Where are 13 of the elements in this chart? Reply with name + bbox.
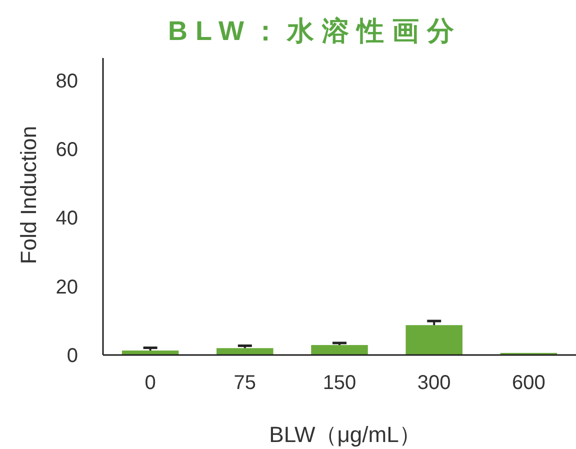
- y-axis-title: Fold Induction: [16, 126, 41, 264]
- x-tick-label: 600: [512, 372, 546, 394]
- y-tick-label: 80: [56, 70, 78, 92]
- x-tick-label: 75: [234, 372, 256, 394]
- x-tick-label: 300: [417, 372, 451, 394]
- y-tick-label: 0: [66, 345, 78, 367]
- y-tick-label: 60: [56, 138, 78, 161]
- title: BLW：水溶性画分: [168, 16, 462, 46]
- y-tick-label: 40: [56, 208, 78, 230]
- x-tick-label: 0: [144, 372, 156, 394]
- x-tick-label: 150: [322, 372, 356, 394]
- y-tick-label: 20: [56, 276, 78, 298]
- x-axis-title: BLW（μg/mL）: [269, 422, 421, 447]
